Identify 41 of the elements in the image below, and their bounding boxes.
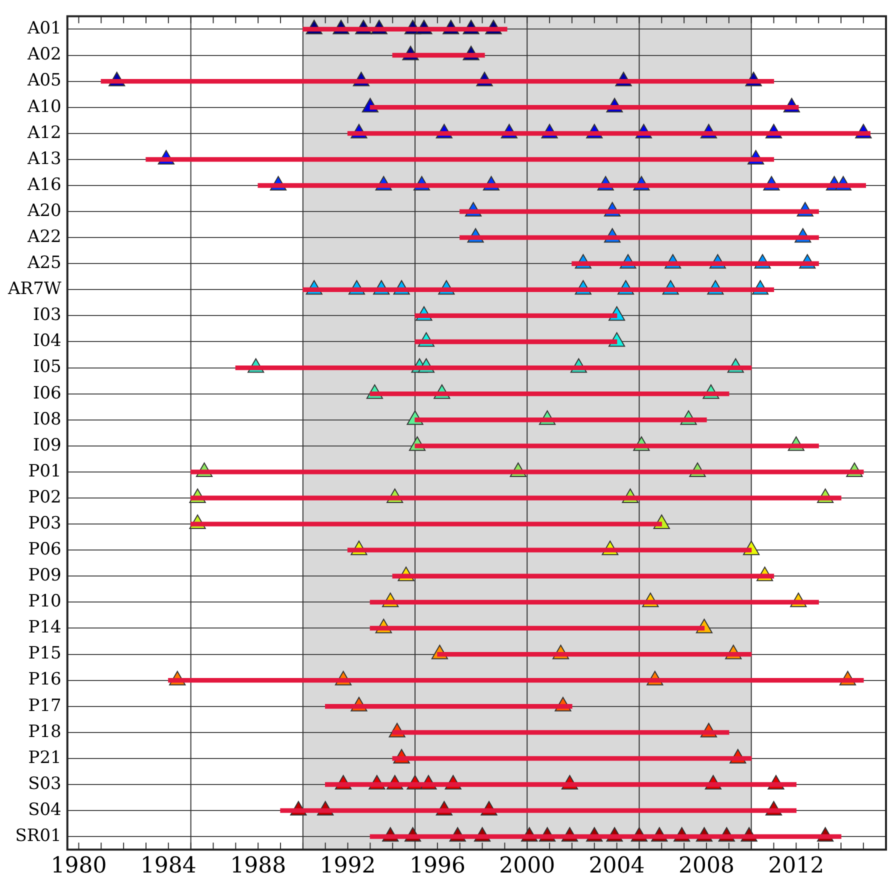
- y-tick-label: P06: [28, 540, 62, 560]
- x-tick-label: 2008: [678, 854, 734, 879]
- y-tick-label: P21: [28, 748, 62, 768]
- y-tick-label: S03: [28, 774, 62, 794]
- y-tick-label: A01: [26, 18, 62, 39]
- y-tick-label: A20: [26, 200, 62, 221]
- y-tick-label: S04: [28, 800, 62, 820]
- y-tick-label: I05: [33, 357, 62, 378]
- y-tick-label: A02: [26, 44, 62, 65]
- y-tick-label: I08: [33, 409, 62, 430]
- x-tick-label: 1984: [140, 854, 196, 879]
- y-tick-label: A22: [26, 226, 62, 247]
- x-tick-label: 1980: [50, 854, 107, 879]
- y-tick-label: P18: [28, 722, 62, 742]
- x-tick-label: 1992: [320, 854, 376, 879]
- y-tick-label: P16: [28, 670, 62, 690]
- y-tick-label: P02: [28, 487, 62, 508]
- y-tick-label: A10: [26, 96, 62, 117]
- y-tick-label: I04: [33, 331, 62, 352]
- x-tick-label: 2012: [768, 854, 824, 879]
- y-tick-label: P15: [28, 644, 62, 664]
- y-tick-label: P14: [28, 618, 62, 638]
- y-tick-label: I09: [33, 435, 62, 456]
- y-tick-label: P03: [28, 513, 62, 534]
- y-tick-label: P17: [28, 696, 62, 716]
- x-tick-label: 2004: [588, 854, 645, 879]
- y-tick-label: P10: [28, 592, 62, 612]
- y-tick-label: A25: [26, 253, 62, 274]
- x-tick-label: 1988: [230, 854, 286, 879]
- y-tick-label: A16: [26, 174, 62, 195]
- y-tick-label: I03: [33, 305, 62, 326]
- y-tick-label: A12: [26, 122, 62, 143]
- y-tick-label: SR01: [15, 826, 62, 846]
- y-tick-label: P09: [28, 566, 62, 586]
- y-tick-label: A13: [26, 148, 62, 169]
- y-tick-label: AR7W: [6, 279, 62, 300]
- x-tick-label: 1996: [409, 854, 466, 879]
- y-tick-label: I06: [33, 383, 62, 404]
- x-tick-label: 2000: [499, 854, 556, 879]
- y-tick-label: P01: [28, 461, 62, 482]
- y-tick-label: A05: [26, 70, 62, 91]
